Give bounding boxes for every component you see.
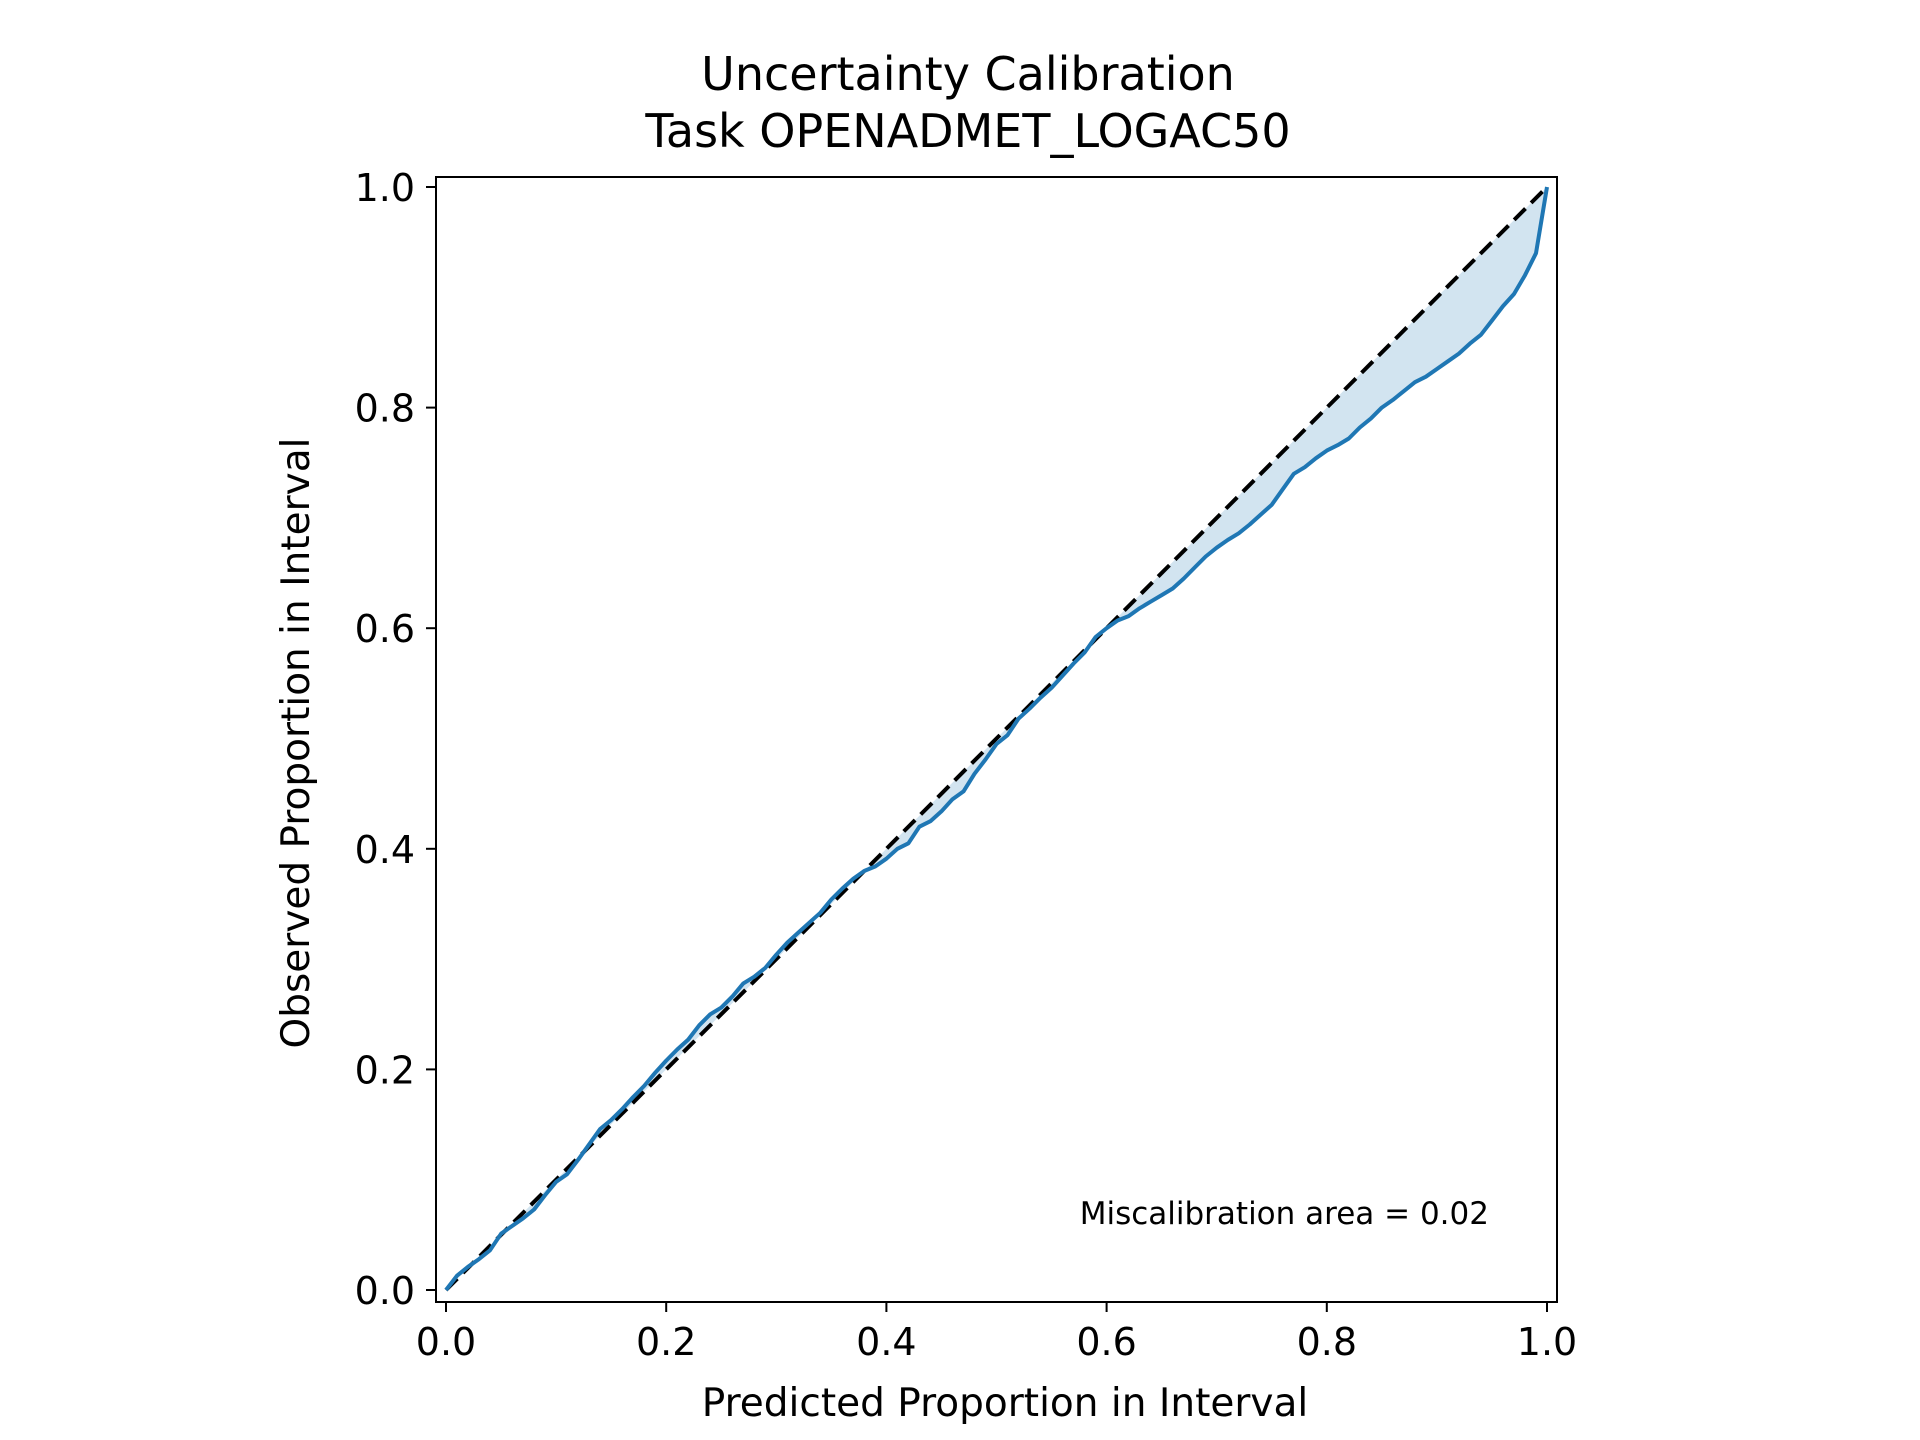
y-tick-label: 0.4 <box>355 828 415 872</box>
x-axis-label: Predicted Proportion in Interval <box>702 1381 1308 1426</box>
calibration-curve <box>444 186 1549 1292</box>
y-tick-label: 0.2 <box>355 1048 415 1092</box>
x-axis-ticks: 0.0 0.2 0.4 0.6 0.8 1.0 <box>416 1302 1577 1364</box>
x-tick-label: 0.8 <box>1297 1320 1357 1364</box>
x-tick-label: 0.4 <box>856 1320 916 1364</box>
y-tick-label: 0.8 <box>355 387 415 431</box>
chart-title: Uncertainty Calibration <box>701 47 1235 101</box>
chart-subtitle: Task OPENADMET_LOGAC50 <box>644 104 1290 158</box>
x-tick-label: 0.0 <box>416 1320 476 1364</box>
miscalibration-annotation: Miscalibration area = 0.02 <box>1080 1196 1489 1232</box>
plot-frame <box>435 176 1558 1303</box>
y-axis-ticks: 0.0 0.2 0.4 0.6 0.8 1.0 <box>355 166 436 1313</box>
x-tick-label: 1.0 <box>1517 1320 1577 1364</box>
ideal-calibration-line <box>444 185 1549 1292</box>
x-tick-label: 0.2 <box>636 1320 696 1364</box>
x-tick-label: 0.6 <box>1076 1320 1136 1364</box>
y-tick-label: 1.0 <box>355 166 415 210</box>
y-tick-label: 0.0 <box>355 1269 415 1313</box>
y-axis-label: Observed Proportion in Interval <box>274 438 319 1049</box>
plot-area <box>444 185 1549 1292</box>
y-tick-label: 0.6 <box>355 607 415 651</box>
